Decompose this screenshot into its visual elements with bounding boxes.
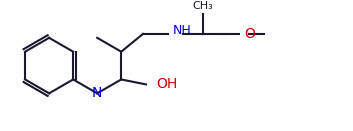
Text: NH: NH — [173, 24, 192, 37]
Text: O: O — [244, 27, 255, 41]
Text: CH₃: CH₃ — [192, 1, 213, 11]
Text: N: N — [92, 86, 102, 100]
Text: OH: OH — [156, 77, 177, 91]
